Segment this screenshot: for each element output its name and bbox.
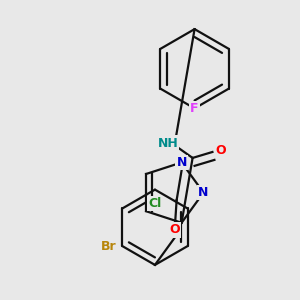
Text: N: N xyxy=(198,186,209,199)
Text: F: F xyxy=(190,102,199,115)
Text: Cl: Cl xyxy=(148,197,162,210)
Text: O: O xyxy=(169,223,180,236)
Text: N: N xyxy=(176,156,187,169)
Text: NH: NH xyxy=(158,136,178,150)
Text: O: O xyxy=(215,143,226,157)
Text: Br: Br xyxy=(101,240,116,253)
